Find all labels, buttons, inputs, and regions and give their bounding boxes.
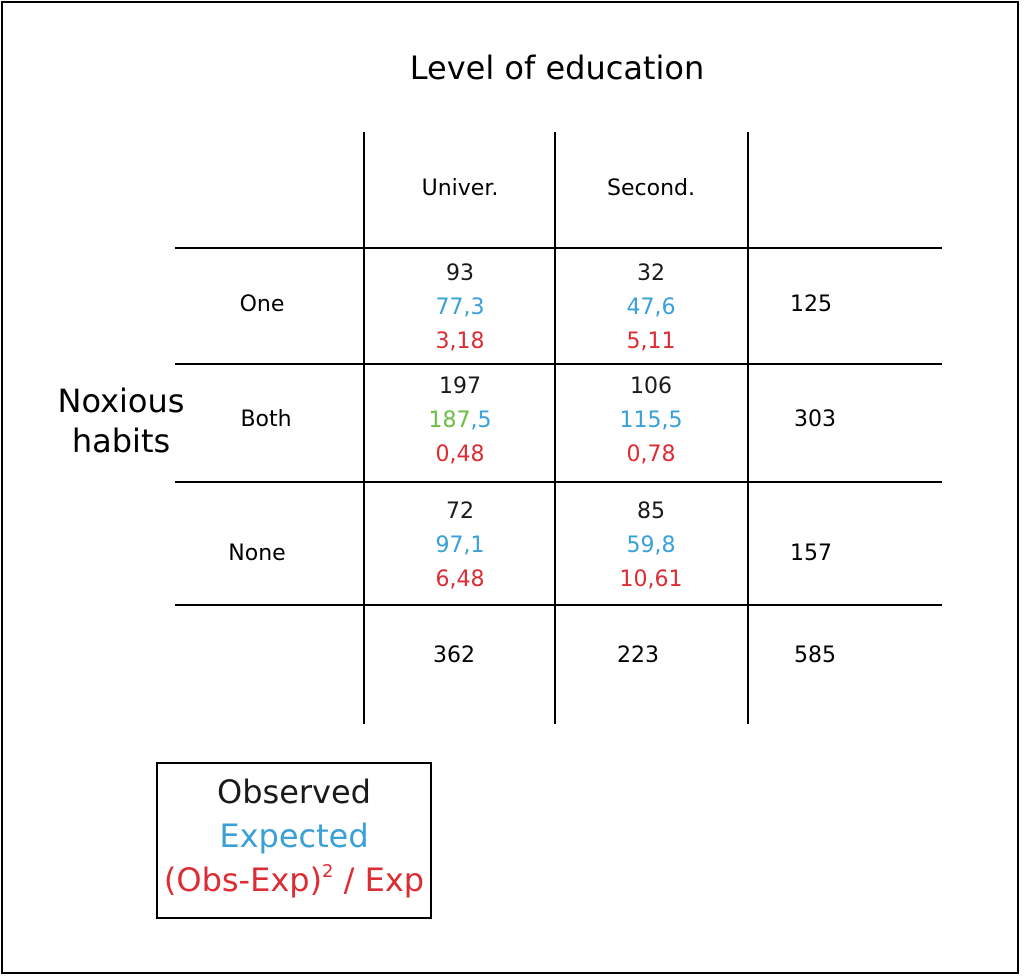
table-title: Level of education <box>409 49 705 87</box>
expected-value: 187,5 <box>428 408 492 433</box>
observed-value: 197 <box>439 374 481 399</box>
chi-component-value: 10,61 <box>619 567 683 592</box>
cell-one-univer: 93 77,3 3,18 <box>436 257 485 359</box>
observed-value: 32 <box>637 261 665 286</box>
chi-component-value: 3,18 <box>435 329 485 354</box>
expected-value: 77,3 <box>435 295 485 320</box>
grid-hline-1 <box>175 247 942 249</box>
grand-total: 585 <box>794 643 836 668</box>
column-total-second: 223 <box>617 643 659 668</box>
grid-hline-2 <box>175 363 942 365</box>
column-header-second: Second. <box>607 176 695 201</box>
grid-hline-3 <box>175 481 942 483</box>
grid-vline-1 <box>363 132 365 724</box>
cell-both-univer: 197 187,5 0,48 <box>429 370 492 472</box>
cell-one-second: 32 47,6 5,11 <box>627 257 676 359</box>
expected-value: 97,1 <box>435 533 485 558</box>
expected-value: 47,6 <box>626 295 676 320</box>
observed-value: 106 <box>630 374 672 399</box>
row-header-both: Both <box>240 407 292 432</box>
row-header-none: None <box>228 541 286 566</box>
cell-none-univer: 72 97,1 6,48 <box>436 495 485 597</box>
grid-hline-4 <box>175 604 942 606</box>
legend-expected: Expected <box>219 817 369 855</box>
chi-component-value: 0,78 <box>626 442 676 467</box>
expected-integer-highlight: 187 <box>428 408 471 433</box>
expected-value: 115,5 <box>619 408 683 433</box>
column-total-univer: 362 <box>433 643 475 668</box>
grid-vline-2 <box>554 132 556 724</box>
row-variable-label: Noxious habits <box>57 382 185 460</box>
expected-value: 59,8 <box>626 533 676 558</box>
chi-component-value: 0,48 <box>435 442 485 467</box>
cell-none-second: 85 59,8 10,61 <box>620 495 683 597</box>
observed-value: 72 <box>446 499 474 524</box>
cell-both-second: 106 115,5 0,78 <box>620 370 683 472</box>
legend-chi-component: (Obs-Exp)2 / Exp <box>163 861 425 899</box>
legend-observed: Observed <box>217 773 371 811</box>
column-header-univer: Univer. <box>421 176 499 201</box>
legend-box: Observed Expected (Obs-Exp)2 / Exp <box>156 762 432 919</box>
observed-value: 85 <box>636 499 665 524</box>
chi-component-value: 6,48 <box>435 567 485 592</box>
row-total-both: 303 <box>794 407 836 432</box>
row-total-one: 125 <box>790 292 832 317</box>
row-total-none: 157 <box>790 541 832 566</box>
chi-component-value: 5,11 <box>626 329 676 354</box>
observed-value: 93 <box>446 261 474 286</box>
grid-vline-3 <box>747 132 749 724</box>
row-header-one: One <box>239 292 285 317</box>
